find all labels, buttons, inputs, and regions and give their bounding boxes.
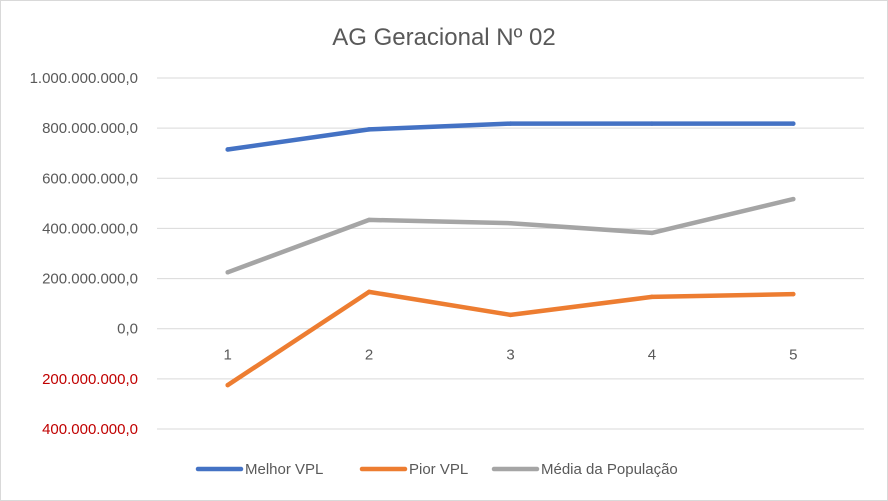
data-point [508,220,513,226]
series-lines [225,121,796,388]
data-point [649,121,655,126]
series-line-1 [225,289,796,388]
x-tick-label: 3 [506,347,514,364]
data-point [791,121,796,126]
data-point [649,294,655,300]
data-point [366,289,372,295]
x-axis-tick-labels: 1 2 3 4 5 [224,347,798,364]
y-tick-label: 0,0 [117,321,138,338]
y-tick-label: 200.000.000,0 [42,271,138,288]
data-point [508,312,513,318]
y-tick-label: 200.000.000,0 [42,371,138,388]
data-point [366,127,372,132]
data-point [225,270,230,275]
legend-label: Melhor VPL [245,461,323,478]
data-point [366,217,372,223]
y-tick-label: 400.000.000,0 [42,220,138,237]
x-tick-label: 1 [224,347,232,364]
y-tick-label: 400.000.000,0 [42,421,138,438]
y-axis-tick-labels: 1.000.000.000,0 800.000.000,0 600.000.000,… [30,70,138,438]
chart-title: AG Geracional Nº 02 [332,24,556,51]
x-tick-label: 4 [648,347,656,364]
legend-label: Pior VPL [409,461,468,478]
x-tick-label: 2 [365,347,373,364]
series-line-0 [225,121,796,152]
data-point [649,230,655,236]
y-tick-label: 1.000.000.000,0 [30,70,138,87]
x-tick-label: 5 [789,347,797,364]
y-tick-label: 600.000.000,0 [42,170,138,187]
data-point [791,196,796,202]
gridlines [157,77,864,430]
data-point [508,121,513,126]
y-tick-label: 800.000.000,0 [42,120,138,137]
series-line-2 [225,196,796,275]
legend: Melhor VPL Pior VPL Média da População [195,461,678,478]
data-point [791,291,796,297]
data-point [225,382,230,388]
data-point [225,147,230,152]
legend-label: Média da População [541,461,678,478]
